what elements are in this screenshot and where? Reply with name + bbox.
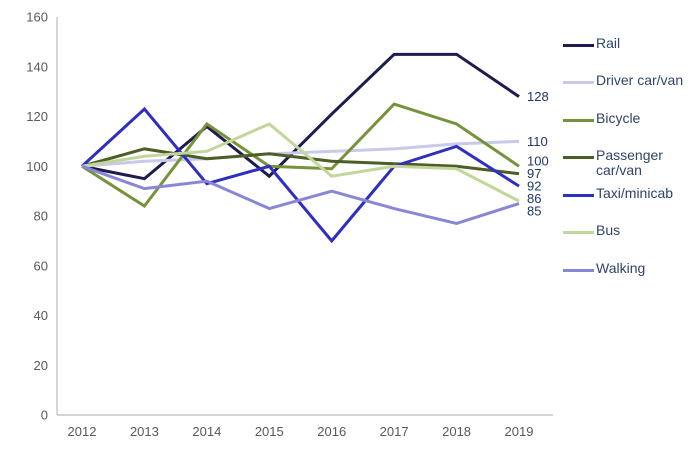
legend-item-taxi-minicab: Taxi/minicab: [563, 186, 692, 201]
legend-label-driver-car-van: Driver car/van: [596, 72, 684, 88]
end-label-taxi-minicab: 92: [527, 179, 541, 194]
end-label-driver-car-van: 110: [527, 134, 548, 149]
legend: Rail Driver car/van Bicycle Passenger car/v…: [563, 0, 696, 451]
series-line-taxi-minicab: [80, 106, 520, 244]
y-tick-label: 140: [26, 59, 48, 74]
y-tick-label: 60: [34, 258, 48, 273]
y-tick-label: 40: [34, 308, 48, 323]
legend-item-driver-car-van: Driver car/van: [563, 73, 692, 88]
legend-label-passenger-car-van: Passenger car/van: [596, 147, 663, 178]
legend-label-walking: Walking: [596, 260, 646, 276]
legend-swatch-taxi-minicab: [563, 194, 594, 197]
x-tick-label: 2018: [442, 424, 471, 439]
end-label-rail: 128: [527, 89, 549, 104]
y-tick-label: 100: [26, 159, 48, 174]
legend-label-taxi-minicab: Taxi/minicab: [596, 185, 674, 201]
series-line-driver-car-van: [81, 139, 520, 168]
legend-swatch-passenger-car-van: [563, 156, 594, 159]
x-tick-label: 2016: [317, 424, 346, 439]
end-label-bus: 86: [527, 191, 541, 206]
legend-swatch-rail: [563, 44, 594, 47]
series-line-bus: [81, 122, 520, 203]
x-tick-label: 2019: [505, 424, 534, 439]
legend-label-bus: Bus: [596, 222, 621, 238]
end-label-bicycle: 100: [527, 154, 549, 169]
x-tick-label: 2012: [68, 424, 97, 439]
legend-swatch-bus: [563, 231, 594, 234]
legend-swatch-driver-car-van: [563, 81, 594, 84]
y-tick-label: 120: [26, 109, 48, 124]
y-tick-label: 80: [34, 209, 48, 224]
x-tick-label: 2014: [192, 424, 221, 439]
legend-item-rail: Rail: [563, 36, 692, 51]
x-tick-label: 2015: [255, 424, 284, 439]
series-line-bicycle: [81, 102, 520, 209]
series-line-rail: [81, 52, 520, 181]
end-label-passenger-car-van: 97: [527, 166, 541, 181]
x-tick-label: 2013: [130, 424, 159, 439]
x-tick-label: 2017: [380, 424, 409, 439]
series-line-passenger-car-van: [81, 147, 520, 176]
legend-label-rail: Rail: [596, 35, 621, 51]
legend-item-bus: Bus: [563, 223, 692, 238]
legend-label-bicycle: Bicycle: [596, 110, 641, 126]
series-line-walking: [81, 164, 520, 226]
y-tick-label: 20: [34, 358, 48, 373]
y-tick-label: 160: [26, 10, 48, 25]
legend-swatch-walking: [563, 269, 594, 272]
legend-item-passenger-car-van: Passenger car/van: [563, 148, 692, 178]
legend-item-bicycle: Bicycle: [563, 111, 692, 126]
legend-swatch-bicycle: [563, 119, 594, 122]
y-tick-label: 0: [41, 408, 48, 423]
end-label-walking: 85: [527, 204, 541, 219]
legend-item-walking: Walking: [563, 261, 692, 276]
